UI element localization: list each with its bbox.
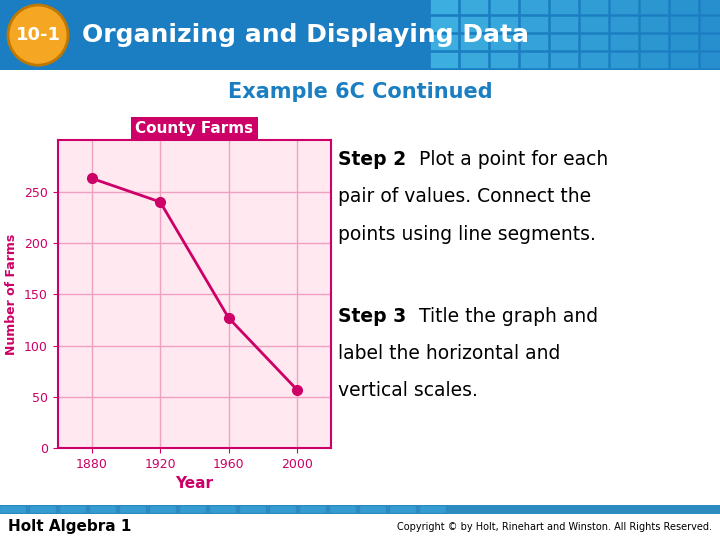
Bar bbox=[430, 52, 458, 68]
Text: Step 3: Step 3 bbox=[338, 307, 407, 326]
Bar bbox=[520, 16, 548, 32]
Bar bbox=[300, 506, 326, 513]
Bar bbox=[640, 0, 668, 14]
Text: 10-1: 10-1 bbox=[16, 26, 60, 44]
Text: vertical scales.: vertical scales. bbox=[338, 381, 478, 400]
Text: Holt Algebra 1: Holt Algebra 1 bbox=[8, 519, 131, 535]
Bar bbox=[430, 16, 458, 32]
Bar bbox=[580, 0, 608, 14]
Bar bbox=[460, 52, 488, 68]
Bar bbox=[180, 506, 206, 513]
Title: County Farms: County Farms bbox=[135, 122, 253, 137]
Bar bbox=[60, 506, 86, 513]
Bar bbox=[670, 0, 698, 14]
Bar bbox=[520, 34, 548, 50]
Bar bbox=[90, 506, 116, 513]
Bar bbox=[210, 506, 236, 513]
Bar bbox=[420, 506, 446, 513]
Bar bbox=[550, 16, 578, 32]
Bar bbox=[610, 34, 638, 50]
Bar bbox=[640, 52, 668, 68]
Bar bbox=[670, 16, 698, 32]
Bar bbox=[430, 0, 458, 14]
Bar bbox=[430, 34, 458, 50]
Bar bbox=[580, 52, 608, 68]
Bar bbox=[670, 34, 698, 50]
Bar bbox=[700, 52, 720, 68]
Bar bbox=[670, 52, 698, 68]
Text: Copyright © by Holt, Rinehart and Winston. All Rights Reserved.: Copyright © by Holt, Rinehart and Winsto… bbox=[397, 522, 712, 532]
X-axis label: Year: Year bbox=[176, 476, 213, 491]
Y-axis label: Number of Farms: Number of Farms bbox=[6, 234, 19, 355]
Bar bbox=[580, 34, 608, 50]
Bar bbox=[0, 506, 26, 513]
Text: Example 6C Continued: Example 6C Continued bbox=[228, 82, 492, 102]
Text: Step 2: Step 2 bbox=[338, 150, 407, 169]
Bar bbox=[490, 34, 518, 50]
Bar bbox=[360, 506, 386, 513]
Bar bbox=[270, 506, 296, 513]
Bar bbox=[490, 16, 518, 32]
Bar bbox=[390, 506, 416, 513]
Bar bbox=[460, 16, 488, 32]
Bar bbox=[640, 34, 668, 50]
Bar bbox=[580, 16, 608, 32]
Bar bbox=[550, 34, 578, 50]
Bar bbox=[330, 506, 356, 513]
Text: Plot a point for each: Plot a point for each bbox=[419, 150, 608, 169]
Bar bbox=[30, 506, 56, 513]
Text: points using line segments.: points using line segments. bbox=[338, 225, 596, 244]
Bar bbox=[460, 34, 488, 50]
Text: pair of values. Connect the: pair of values. Connect the bbox=[338, 187, 592, 206]
Text: label the horizontal and: label the horizontal and bbox=[338, 344, 561, 363]
Bar bbox=[610, 16, 638, 32]
Circle shape bbox=[8, 5, 68, 65]
Text: Organizing and Displaying Data: Organizing and Displaying Data bbox=[82, 23, 529, 47]
Bar bbox=[240, 506, 266, 513]
Bar bbox=[700, 34, 720, 50]
Bar bbox=[150, 506, 176, 513]
Bar bbox=[550, 0, 578, 14]
Bar bbox=[120, 506, 146, 513]
Bar bbox=[550, 52, 578, 68]
Bar bbox=[700, 16, 720, 32]
Text: Title the graph and: Title the graph and bbox=[419, 307, 598, 326]
Bar bbox=[610, 0, 638, 14]
Bar bbox=[640, 16, 668, 32]
Bar bbox=[490, 52, 518, 68]
Bar bbox=[700, 0, 720, 14]
Bar bbox=[0, 505, 720, 514]
Bar bbox=[520, 0, 548, 14]
Bar bbox=[490, 0, 518, 14]
Bar bbox=[610, 52, 638, 68]
Bar bbox=[520, 52, 548, 68]
Bar bbox=[460, 0, 488, 14]
